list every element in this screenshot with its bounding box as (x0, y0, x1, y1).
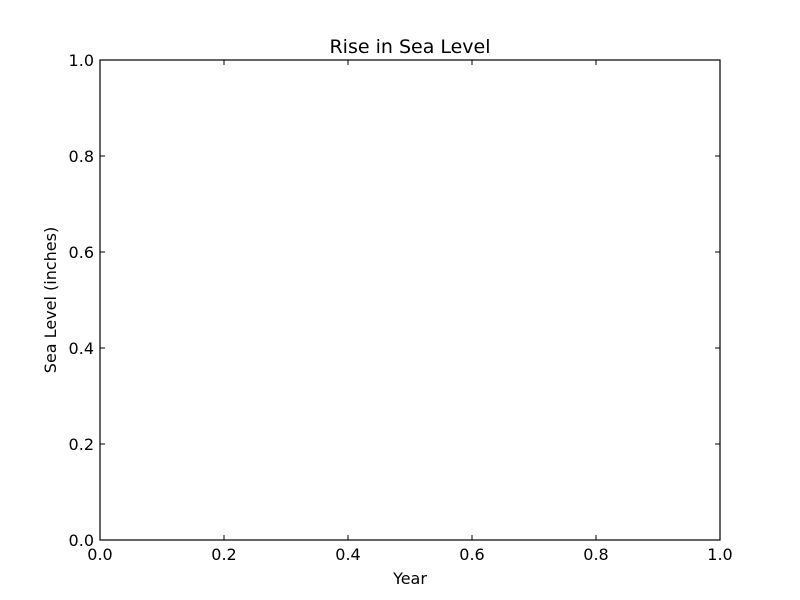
x-tick-label: 0.6 (459, 545, 484, 564)
y-tick-label: 0.8 (69, 147, 94, 166)
x-tick-label: 0.0 (87, 545, 112, 564)
y-tick-label: 0.0 (69, 531, 94, 550)
x-tick-label: 0.4 (335, 545, 360, 564)
plot-frame (99, 59, 721, 541)
x-tick-label: 1.0 (707, 545, 732, 564)
x-tick-label: 0.2 (211, 545, 236, 564)
x-tick-label: 0.8 (583, 545, 608, 564)
y-tick-label: 0.2 (69, 435, 94, 454)
y-tick-label: 0.4 (69, 339, 94, 358)
chart-title: Rise in Sea Level (329, 36, 490, 58)
y-tick-label: 0.6 (69, 243, 94, 262)
y-axis-title: Sea Level (inches) (41, 227, 60, 373)
x-axis-title: Year (392, 569, 427, 588)
y-tick-label: 1.0 (69, 51, 94, 70)
